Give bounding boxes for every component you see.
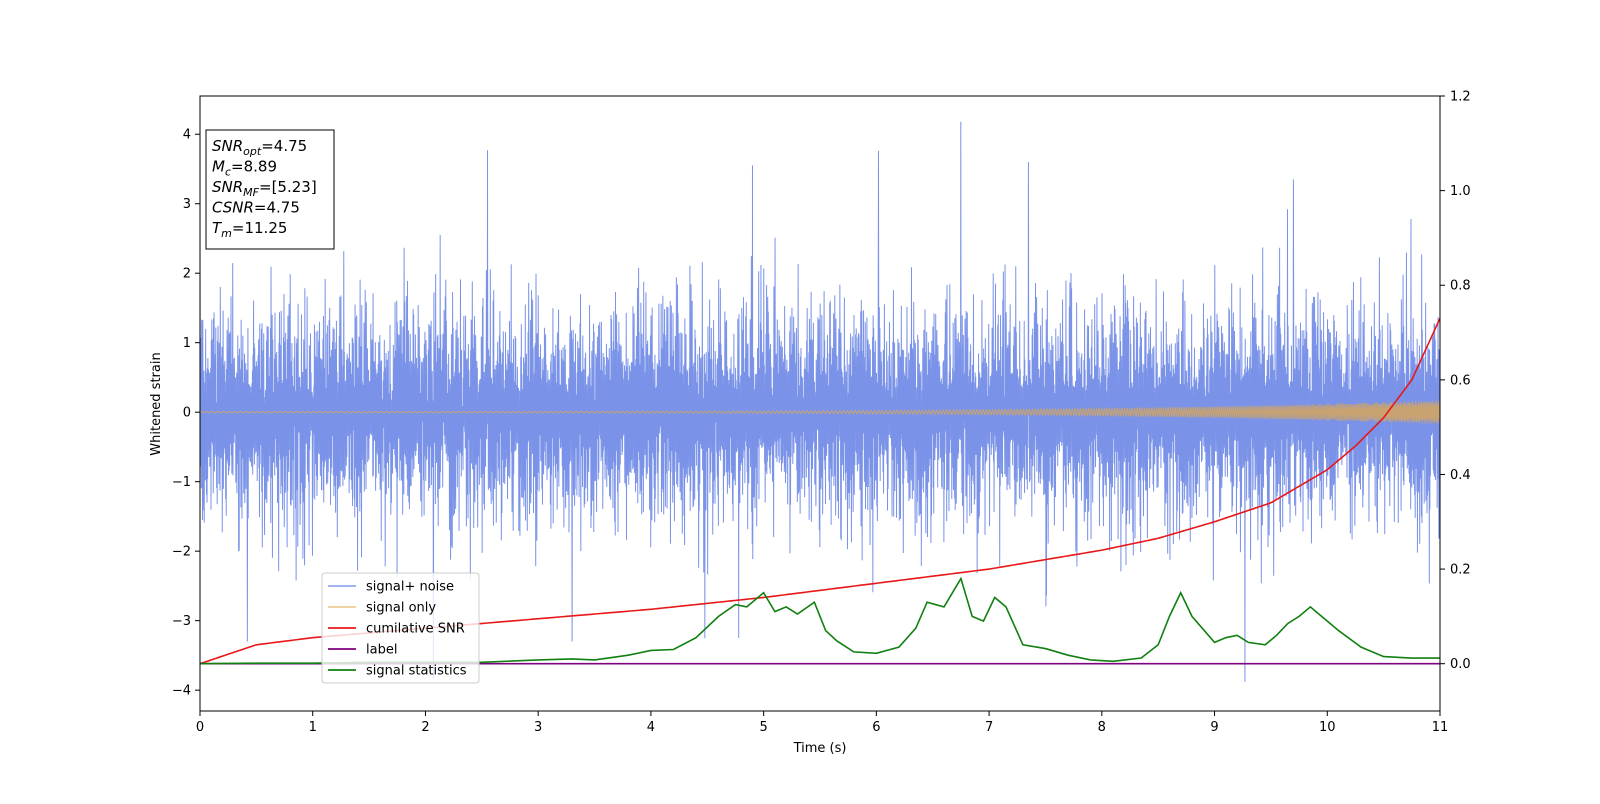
x-tick-label: 5 <box>759 720 767 735</box>
x-tick-label: 1 <box>309 720 317 735</box>
legend-frame <box>321 572 480 684</box>
info-line: Mc=8.89 <box>212 158 277 179</box>
series-signal-only-line <box>200 400 1440 424</box>
y-left-tick-label: 4 <box>183 128 191 143</box>
series-signal-statistics-line <box>200 576 1440 665</box>
y-right-tick-label: 1.2 <box>1450 90 1471 105</box>
y-right-tick-label: 0.6 <box>1450 373 1471 388</box>
info-line: SNRMF=[5.23] <box>212 178 317 199</box>
axis-layer: 0 1 2 3 4 5 6 7 8 9 10 11 −4 −3 −2 −1 0 1 2 3 4 0.0 0.2 0.4 0.6 0… <box>172 90 1471 736</box>
x-tick-label: 11 <box>1432 720 1449 735</box>
y-right-tick-label: 1.0 <box>1450 184 1471 199</box>
legend: signal+ noise signal only cumilative SNR la… <box>321 572 480 684</box>
info-line: SNRopt=4.75 <box>212 137 307 158</box>
y-left-tick-label: −1 <box>172 475 191 490</box>
y-right-tick-label: 0.2 <box>1450 563 1471 578</box>
x-tick-label: 2 <box>421 720 429 735</box>
x-tick-label: 4 <box>647 720 655 735</box>
info-box-frame <box>205 129 335 250</box>
y-left-tick-label: −3 <box>172 614 191 629</box>
info-line: Tm=11.25 <box>212 219 287 240</box>
legend-label-cumilative-snr: cumilative SNR <box>366 622 465 637</box>
y-left-tick-label: −4 <box>172 684 191 699</box>
y-right-tick-label: 0.4 <box>1450 468 1471 483</box>
x-tick-label: 9 <box>1210 720 1218 735</box>
x-tick-label: 10 <box>1319 720 1336 735</box>
x-tick-label: 8 <box>1098 720 1106 735</box>
x-axis-label: Time (s) <box>793 741 847 756</box>
legend-label-signal-statistics: signal statistics <box>366 664 467 679</box>
y-right-tick-label: 0.0 <box>1450 657 1471 672</box>
x-tick-label: 6 <box>872 720 880 735</box>
y-right-tick-label: 0.8 <box>1450 279 1471 294</box>
x-tick-label: 3 <box>534 720 542 735</box>
y-left-tick-label: 2 <box>183 267 191 282</box>
y-axis-label: Whitened strain <box>149 352 164 455</box>
legend-label-label: label <box>366 643 397 658</box>
series-signal-plus-noise-line <box>200 121 1440 682</box>
legend-label-signal-noise: signal+ noise <box>366 580 454 595</box>
y-left-tick-label: 0 <box>183 406 191 421</box>
y-left-tick-label: 3 <box>183 197 191 212</box>
x-tick-label: 7 <box>985 720 993 735</box>
x-tick-label: 0 <box>196 720 204 735</box>
y-left-tick-label: 1 <box>183 336 191 351</box>
info-line: CSNR=4.75 <box>212 199 300 217</box>
plot-frame <box>199 95 1441 712</box>
y-left-tick-label: −2 <box>172 545 191 560</box>
legend-label-signal-only: signal only <box>366 601 436 616</box>
